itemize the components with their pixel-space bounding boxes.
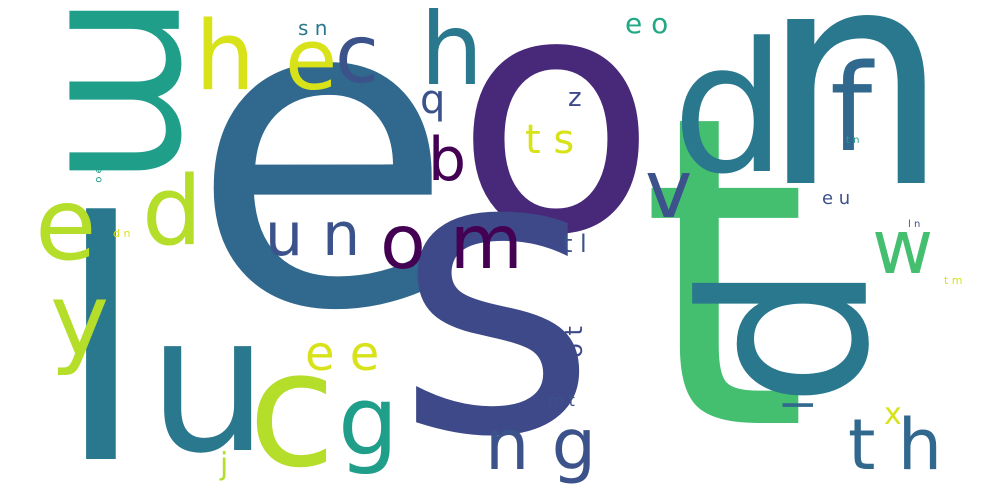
word-v: v	[645, 143, 693, 236]
word-t-s: t s	[525, 117, 575, 163]
word-b: b	[428, 125, 467, 195]
word-x: x	[884, 397, 902, 432]
word-e-left: e	[35, 166, 97, 283]
word-t-n: t n	[846, 135, 860, 146]
word-e-e: e e	[305, 326, 380, 382]
word-f: f	[830, 40, 873, 179]
word-w: w	[872, 203, 934, 291]
word-h-top: h	[420, 0, 484, 108]
word-d: d	[672, 5, 787, 214]
word-o-e: o e	[93, 167, 105, 183]
word-e-u: e u	[822, 188, 851, 209]
word-j: j	[220, 447, 229, 482]
word-c-top: c	[335, 8, 379, 101]
word-o-m: o m	[380, 198, 523, 286]
word-z: z	[568, 83, 582, 113]
word-q: q	[420, 77, 446, 123]
word-u-n: u n	[265, 200, 361, 270]
word-d-n: d n	[113, 227, 131, 240]
word-o-large: o	[455, 0, 657, 307]
word-t-h: t h	[848, 404, 943, 486]
word-n-large: n	[760, 0, 951, 254]
word-t-l: t l	[563, 230, 587, 258]
word-e-yellow-top: e	[285, 11, 338, 110]
word-m-t: m t	[548, 391, 575, 410]
word-l: l	[55, 153, 147, 500]
word-h-yellow: h	[195, 2, 256, 112]
word-u: u	[148, 274, 269, 495]
word-e-o: e o	[625, 7, 669, 40]
word-l-small: l	[772, 399, 819, 411]
word-y: y	[50, 261, 110, 378]
word-t-large: t	[640, 25, 809, 500]
word-s-n: s n	[298, 16, 328, 40]
word-l-n: l n	[908, 219, 921, 230]
word-t-m: t m	[944, 274, 963, 287]
word-s-large: s	[395, 68, 599, 500]
word-g: g	[338, 367, 399, 477]
word-o-t: o t	[559, 326, 588, 358]
word-e-large: e	[190, 0, 455, 405]
word-c-lime: c	[248, 316, 336, 500]
word-n-g: n g	[485, 404, 597, 486]
word-d-left: d	[142, 157, 203, 267]
